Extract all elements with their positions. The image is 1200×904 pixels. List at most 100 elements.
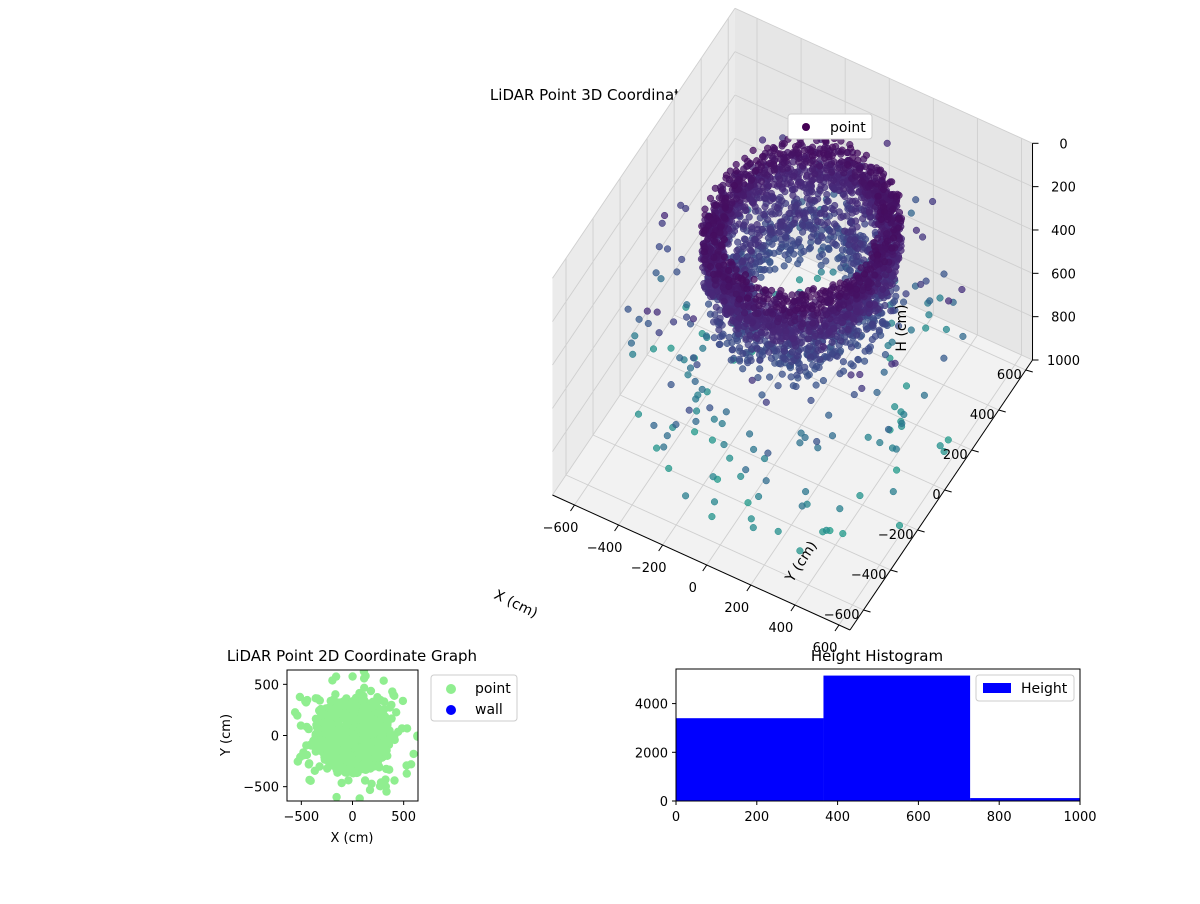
point-marker: [926, 297, 934, 305]
point-marker: [748, 198, 756, 206]
point-marker: [922, 324, 930, 332]
point-marker: [801, 363, 809, 371]
point-marker: [711, 311, 719, 319]
point-marker: [747, 515, 755, 523]
y-tick-label: 0: [271, 730, 279, 745]
point-marker: [734, 238, 742, 246]
point-marker: [758, 153, 767, 161]
point-marker: [753, 331, 761, 339]
point-marker: [682, 492, 690, 500]
point-marker: [775, 180, 783, 188]
histogram-bar: [676, 718, 824, 801]
point-marker: [898, 419, 906, 427]
point-marker: [727, 258, 735, 266]
point-marker: [806, 158, 814, 167]
point-marker: [774, 318, 782, 326]
point-marker: [767, 354, 775, 362]
point-marker: [705, 300, 713, 308]
point-marker: [840, 169, 848, 177]
point-marker: [830, 185, 838, 193]
point-marker: [879, 173, 887, 181]
point-marker: [884, 425, 893, 433]
point-marker: [657, 275, 665, 283]
grid-line-x: [794, 334, 978, 606]
point-marker: [747, 356, 755, 365]
point-marker: [818, 250, 826, 258]
grid-line-h: [734, 7, 1033, 144]
point-marker: [828, 168, 836, 176]
point-marker: [382, 764, 391, 774]
point-marker: [757, 177, 765, 185]
point-marker: [756, 194, 764, 202]
point-marker: [360, 776, 370, 785]
x-tick-label: 200: [744, 810, 769, 825]
grid-line-y: [565, 474, 864, 611]
point-marker: [806, 293, 814, 301]
histogram-legend: Height: [975, 674, 1075, 702]
point-marker: [840, 256, 848, 264]
point-marker: [768, 286, 776, 294]
point-marker: [827, 297, 836, 305]
chart-2d-legend: point wall: [430, 674, 518, 722]
point-marker: [727, 307, 735, 315]
grid-line-h: [552, 94, 736, 366]
point-marker: [692, 395, 700, 403]
point-marker: [814, 309, 822, 317]
point-marker: [677, 201, 685, 209]
point-marker: [295, 692, 305, 702]
point-marker: [940, 447, 948, 456]
y-tick-label: 600: [997, 368, 1022, 383]
point-marker: [708, 513, 716, 521]
point-marker: [763, 295, 771, 303]
point-marker: [667, 344, 675, 352]
point-marker: [691, 377, 699, 385]
point-marker: [814, 195, 822, 203]
point-marker: [807, 353, 815, 361]
point-marker: [770, 249, 778, 257]
h-tick-label: 0: [1059, 137, 1067, 152]
point-marker: [852, 207, 860, 215]
point-marker: [754, 309, 762, 317]
point-marker: [293, 757, 302, 766]
point-marker: [653, 308, 661, 316]
point-marker: [807, 396, 815, 404]
point-marker: [367, 779, 376, 788]
point-marker: [761, 203, 769, 211]
point-marker: [724, 266, 732, 274]
grid-line-h: [552, 8, 736, 279]
point-marker: [836, 505, 844, 513]
point-marker: [789, 191, 797, 199]
chart-2d-title: LiDAR Point 2D Coordinate Graph: [227, 647, 477, 665]
point-marker: [631, 332, 639, 340]
point-marker: [800, 247, 808, 255]
point-marker: [769, 310, 777, 318]
point-marker: [373, 753, 382, 762]
point-marker: [825, 411, 833, 419]
point-marker: [879, 185, 887, 193]
point-marker: [861, 162, 869, 171]
point-marker: [691, 428, 699, 436]
h-tick-label: 1000: [1047, 354, 1080, 369]
point-marker: [336, 756, 345, 765]
point-marker: [777, 360, 785, 368]
x-tick: [746, 584, 752, 592]
point-marker: [788, 291, 796, 299]
point-marker: [780, 159, 788, 167]
point-marker: [326, 696, 335, 706]
chart-3d-legend-frame: [787, 113, 873, 140]
point-marker: [769, 327, 777, 335]
point-marker: [717, 187, 725, 195]
point-marker: [397, 724, 407, 733]
point-marker: [692, 417, 700, 425]
point-marker: [929, 197, 937, 206]
point-marker: [795, 211, 804, 219]
point-marker: [781, 355, 789, 363]
point-marker: [747, 223, 755, 231]
point-marker: [750, 445, 758, 453]
point-marker: [878, 318, 886, 326]
point-marker: [891, 403, 899, 411]
point-marker: [866, 168, 875, 176]
point-marker: [328, 676, 337, 685]
point-marker: [818, 234, 826, 242]
point-marker: [745, 213, 753, 221]
